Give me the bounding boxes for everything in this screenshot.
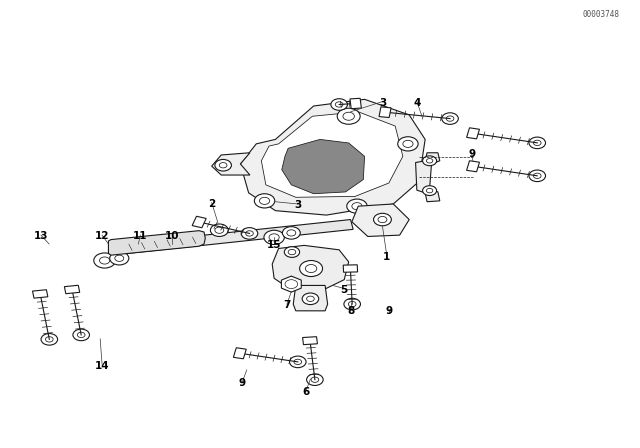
- Circle shape: [442, 113, 458, 125]
- Text: 9: 9: [239, 379, 246, 388]
- Text: 8: 8: [347, 306, 354, 316]
- Polygon shape: [261, 112, 403, 197]
- Text: 12: 12: [95, 232, 109, 241]
- Text: 6: 6: [302, 387, 310, 397]
- Circle shape: [347, 199, 367, 213]
- Circle shape: [307, 374, 323, 385]
- Circle shape: [422, 156, 436, 166]
- Text: 3: 3: [379, 98, 386, 108]
- Polygon shape: [241, 99, 425, 215]
- Text: 9: 9: [385, 306, 392, 316]
- Circle shape: [289, 356, 306, 368]
- Circle shape: [300, 260, 323, 276]
- Circle shape: [374, 213, 392, 226]
- Circle shape: [337, 108, 360, 124]
- Circle shape: [41, 334, 58, 345]
- Text: 13: 13: [34, 232, 48, 241]
- Polygon shape: [415, 153, 440, 202]
- Text: 14: 14: [95, 361, 109, 370]
- Circle shape: [422, 186, 436, 195]
- Text: 2: 2: [208, 199, 215, 209]
- Circle shape: [529, 137, 545, 149]
- Polygon shape: [282, 139, 365, 194]
- Circle shape: [529, 170, 545, 181]
- Circle shape: [344, 298, 360, 310]
- Polygon shape: [234, 348, 246, 359]
- Polygon shape: [108, 220, 353, 255]
- Polygon shape: [282, 276, 301, 292]
- Polygon shape: [467, 128, 479, 139]
- Text: 1: 1: [383, 252, 390, 263]
- Text: 9: 9: [468, 149, 476, 159]
- Polygon shape: [33, 290, 48, 298]
- Circle shape: [282, 227, 300, 239]
- Circle shape: [109, 252, 129, 265]
- Text: 10: 10: [165, 232, 179, 241]
- Circle shape: [215, 159, 232, 171]
- Polygon shape: [212, 153, 250, 175]
- Circle shape: [94, 253, 115, 268]
- Polygon shape: [352, 204, 409, 237]
- Text: 4: 4: [413, 98, 420, 108]
- Polygon shape: [303, 337, 317, 345]
- Circle shape: [284, 247, 300, 258]
- Polygon shape: [350, 98, 362, 109]
- Text: 11: 11: [133, 232, 148, 241]
- Polygon shape: [192, 216, 206, 228]
- Text: 3: 3: [294, 200, 301, 210]
- Polygon shape: [125, 237, 200, 254]
- Polygon shape: [293, 285, 328, 311]
- Circle shape: [264, 230, 284, 245]
- Circle shape: [331, 99, 348, 110]
- Text: 00003748: 00003748: [582, 10, 620, 19]
- Circle shape: [302, 293, 319, 305]
- Circle shape: [241, 228, 258, 239]
- Polygon shape: [343, 265, 358, 272]
- Text: 15: 15: [267, 241, 282, 250]
- Polygon shape: [467, 161, 479, 172]
- Circle shape: [73, 329, 90, 340]
- Polygon shape: [65, 285, 80, 294]
- Circle shape: [254, 194, 275, 208]
- Text: 5: 5: [340, 285, 348, 295]
- Polygon shape: [108, 231, 205, 255]
- Polygon shape: [272, 246, 349, 290]
- Polygon shape: [379, 107, 391, 117]
- Circle shape: [397, 137, 418, 151]
- Text: 7: 7: [283, 300, 291, 310]
- Circle shape: [211, 224, 228, 237]
